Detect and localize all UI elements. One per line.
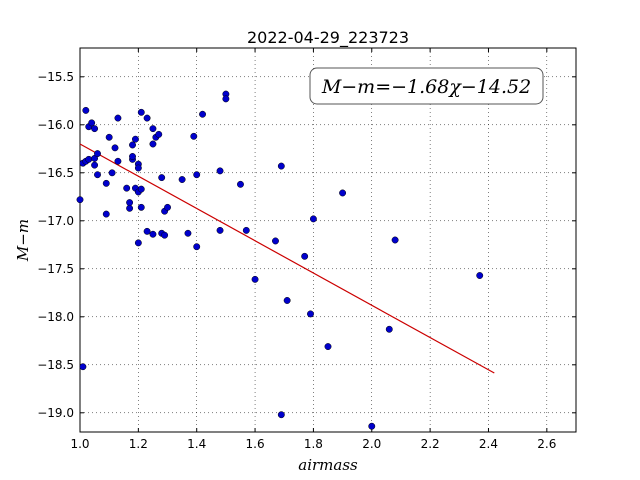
data-point xyxy=(82,106,90,114)
data-point xyxy=(108,169,116,177)
data-point xyxy=(368,422,376,430)
data-point xyxy=(277,162,285,170)
data-point xyxy=(190,132,198,140)
data-point xyxy=(272,237,279,245)
axis-ticks: 1.0 1.2 1.4 1.6 1.8 2.0 2.2 2.4 2.6 −15.5 −16.0 −16… xyxy=(37,48,576,451)
y-tick-label: −16.0 xyxy=(37,118,74,132)
data-point xyxy=(114,157,122,165)
data-point xyxy=(105,133,113,141)
chart-title: 2022-04-29_223723 xyxy=(247,28,409,48)
data-point xyxy=(134,164,142,172)
data-point xyxy=(237,180,244,188)
data-point xyxy=(131,135,139,143)
data-point xyxy=(222,95,230,103)
fit-annotation-box: M−m=−1.68χ−14.52 xyxy=(309,67,544,105)
data-point xyxy=(94,171,101,179)
x-tick-label: 2.6 xyxy=(537,437,556,451)
plot-frame xyxy=(79,47,577,433)
data-point xyxy=(79,363,87,371)
data-point xyxy=(161,231,169,239)
data-point xyxy=(137,185,145,193)
data-point xyxy=(123,184,131,192)
y-tick-label: −19.0 xyxy=(37,406,74,420)
data-points xyxy=(76,90,484,430)
x-tick-label: 1.4 xyxy=(187,437,206,451)
y-tick-label: −18.0 xyxy=(37,310,74,324)
data-point xyxy=(193,171,201,179)
y-tick-label: −17.5 xyxy=(37,262,74,276)
data-point xyxy=(102,210,110,218)
data-point xyxy=(339,189,347,197)
y-tick-label: −16.5 xyxy=(37,166,74,180)
fit-equation: M−m=−1.68χ−14.52 xyxy=(321,76,531,98)
x-axis-label: airmass xyxy=(298,456,358,474)
data-point xyxy=(76,196,84,204)
data-point xyxy=(301,252,309,260)
data-point xyxy=(251,275,259,283)
x-tick-label: 1.0 xyxy=(70,437,89,451)
data-point xyxy=(126,204,134,212)
annotation-box xyxy=(309,67,544,105)
data-point xyxy=(199,110,206,118)
y-tick-label: −18.5 xyxy=(37,358,74,372)
data-point xyxy=(164,203,171,211)
data-point xyxy=(102,179,110,187)
data-point xyxy=(149,125,157,133)
data-point xyxy=(158,174,166,182)
data-point xyxy=(309,215,317,223)
data-point xyxy=(307,310,314,318)
x-tick-label: 2.4 xyxy=(479,437,498,451)
data-point xyxy=(94,150,101,158)
data-point xyxy=(178,176,186,183)
data-point xyxy=(476,272,484,279)
data-point xyxy=(193,243,201,251)
data-point xyxy=(283,297,291,304)
data-point xyxy=(143,114,151,122)
y-axis-label: M−m xyxy=(14,219,32,262)
data-point xyxy=(143,227,151,235)
data-point xyxy=(129,153,136,160)
grid-lines xyxy=(79,48,576,432)
data-point xyxy=(137,203,145,211)
data-point xyxy=(129,141,136,149)
fit-line xyxy=(79,143,495,374)
x-tick-label: 1.2 xyxy=(129,437,148,451)
data-point xyxy=(91,161,99,169)
x-tick-label: 2.2 xyxy=(421,437,440,451)
x-tick-label: 2.0 xyxy=(362,437,381,451)
data-point xyxy=(391,236,399,244)
data-point xyxy=(149,140,157,148)
data-point xyxy=(385,325,393,333)
y-tick-label: −15.5 xyxy=(37,70,74,84)
data-point xyxy=(134,239,142,247)
data-point xyxy=(88,119,96,127)
data-point xyxy=(155,130,163,138)
data-point xyxy=(149,230,157,238)
x-tick-label: 1.6 xyxy=(246,437,265,451)
data-point xyxy=(184,229,192,237)
data-point xyxy=(216,167,224,175)
data-point xyxy=(137,108,145,116)
data-point xyxy=(216,226,224,234)
data-point xyxy=(85,155,93,163)
fit-line-layer xyxy=(79,143,495,374)
data-point xyxy=(242,226,250,234)
data-point xyxy=(114,114,122,122)
data-point xyxy=(111,144,119,152)
y-tick-label: −17.0 xyxy=(37,214,74,228)
data-point xyxy=(91,125,99,133)
x-tick-label: 1.8 xyxy=(304,437,323,451)
data-point xyxy=(126,199,134,207)
data-point xyxy=(277,411,285,419)
data-point xyxy=(324,343,332,351)
